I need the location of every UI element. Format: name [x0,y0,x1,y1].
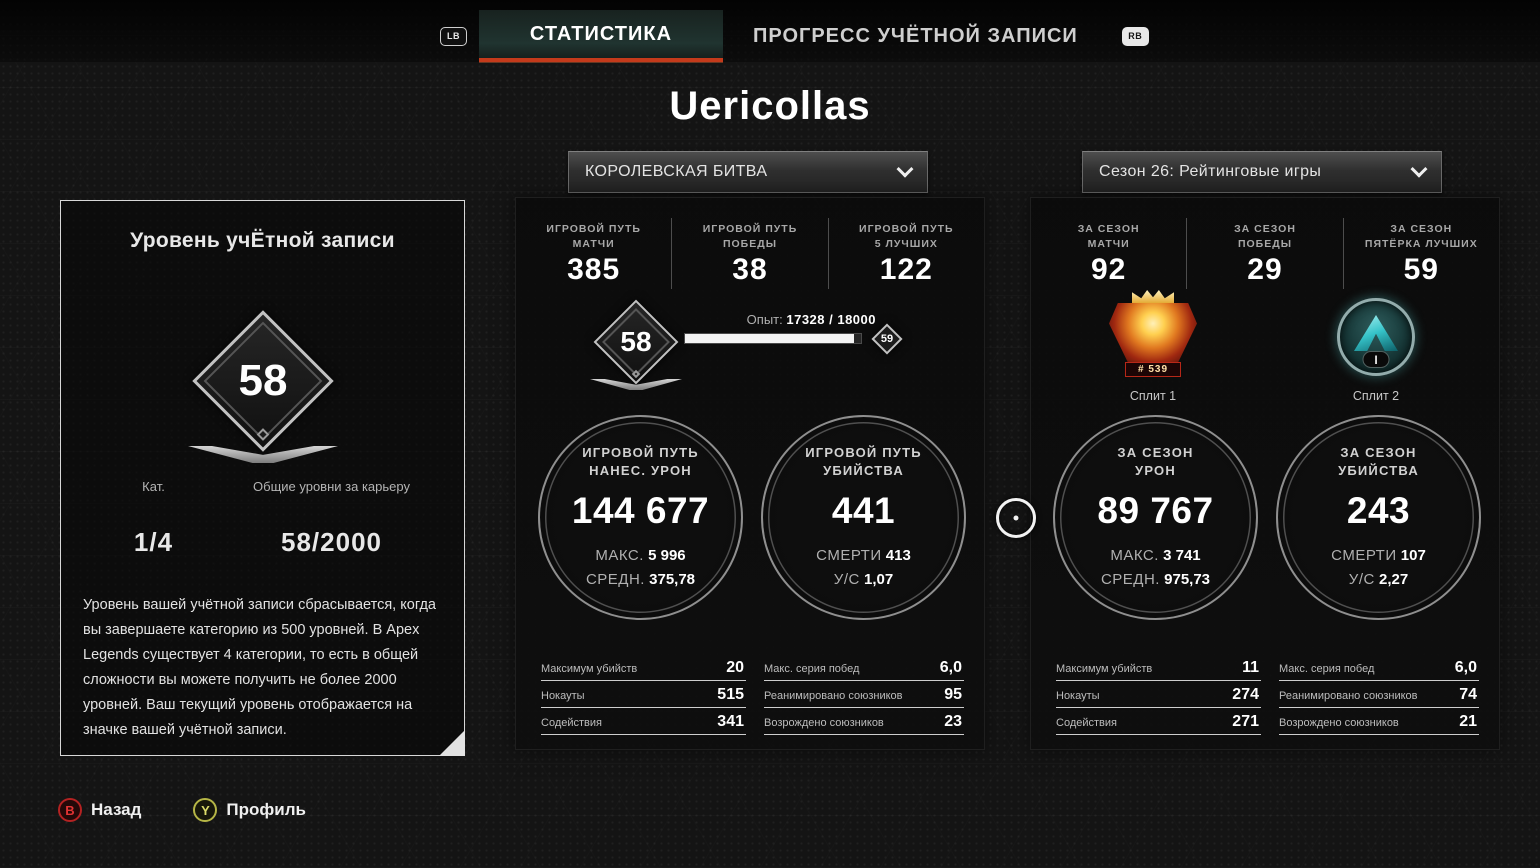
gamepad-y-button-icon: Y [193,798,218,822]
stat-row: Макс. серия побед 6,0 [1279,654,1479,681]
career-top-stats: ИГРОВОЙ ПУТЬ МАТЧИ 385 ИГРОВОЙ ПУТЬ ПОБЕДЫ… [516,218,984,290]
back-button-label: Назад [91,800,142,819]
current-level-badge-icon: 58 [586,294,686,390]
season-stats-panel: ЗА СЕЗОН МАТЧИ 92 ЗА СЕЗОН ПОБЕДЫ 29 ЗА СЕ… [1030,197,1500,750]
chevron-down-icon [896,160,914,178]
stat-row: Нокауты 274 [1056,681,1261,708]
profile-button-label: Профиль [226,800,306,819]
back-button[interactable]: B Назад [58,798,141,822]
stat-row: Возрождено союзников 23 [764,708,964,735]
top-tab-bar [0,0,1540,62]
tabs: LB СТАТИСТИКА ПРОГРЕСС УЧЁТНОЙ ЗАПИСИ RB [440,10,1149,62]
lb-shoulder-icon: LB [440,26,467,46]
predator-rank-number: # 539 [1124,362,1182,377]
gamepad-b-button-icon: B [58,798,82,822]
career-matches-stat: ИГРОВОЙ ПУТЬ МАТЧИ 385 [546,223,641,287]
account-level-badge-icon: 58 [178,301,348,463]
season-detail-stats-right: Макс. серия побед 6,0 Реанимировано союзн… [1279,654,1479,735]
season-top-stats: ЗА СЕЗОН МАТЧИ 92 ЗА СЕЗОН ПОБЕДЫ 29 ЗА СЕ… [1031,218,1499,290]
season-dropdown[interactable]: Сезон 26: Рейтинговые игры [1082,151,1442,193]
stat-row: Максимум убийств 20 [541,654,746,681]
stat-row: Максимум убийств 11 [1056,654,1261,681]
mode-dropdown[interactable]: КОРОЛЕВСКАЯ БИТВА [568,151,928,193]
career-kills-circle: ИГРОВОЙ ПУТЬ УБИЙСТВА 441 СМЕРТИ 413 У/С … [761,415,966,620]
split-1: # 539 Сплит 1 [1078,290,1228,403]
platinum-circle-icon: I [1337,298,1415,376]
account-level-description: Уровень вашей учётной записи сбрасываетс… [83,597,436,738]
platinum-emblem-icon [1354,315,1398,351]
split-2-label: Сплит 2 [1352,389,1400,403]
account-level-number: 58 [238,356,288,405]
category-value: 1/4 [133,527,174,557]
chevron-down-icon [1410,160,1428,178]
stat-row: Содействия 271 [1056,708,1261,735]
account-level-panel: Уровень учЁтной записи 58 Кат. 1/4 Общие… [60,200,465,756]
xp-progress-bar [684,333,862,344]
career-levels-value: 58/2000 [281,527,382,557]
career-top5-stat: ИГРОВОЙ ПУТЬ 5 ЛУЧШИХ 122 [827,218,984,290]
split-2: I Сплит 2 [1301,290,1451,403]
season-matches-stat: ЗА СЕЗОН МАТЧИ 92 [1077,223,1140,287]
category-label: Кат. [142,479,165,494]
season-detail-stats-left: Максимум убийств 11 Нокауты 274 Содействия… [1056,654,1261,735]
career-detail-stats-right: Макс. серия побед 6,0 Реанимировано союзн… [764,654,964,735]
tab-statistics[interactable]: СТАТИСТИКА [479,10,723,62]
account-panel-title: Уровень учЁтной записи [130,229,395,252]
stat-row: Реанимировано союзников 95 [764,681,964,708]
career-detail-stats-left: Максимум убийств 20 Нокауты 515 Содействия… [541,654,746,735]
profile-button[interactable]: Y Профиль [193,798,306,822]
mode-dropdown-value: КОРОЛЕВСКАЯ БИТВА [585,163,768,180]
season-damage-circle: ЗА СЕЗОН УРОН 89 767 МАКС. 3 741 СРЕДН. 9… [1053,415,1258,620]
season-wins-stat: ЗА СЕЗОН ПОБЕДЫ 29 [1186,218,1342,290]
stat-row: Нокауты 515 [541,681,746,708]
career-levels-label: Общие уровни за карьеру [253,479,410,494]
stat-row: Макс. серия побед 6,0 [764,654,964,681]
predator-shield-icon [1109,303,1197,367]
career-stats-panel: ИГРОВОЙ ПУТЬ МАТЧИ 385 ИГРОВОЙ ПУТЬ ПОБЕДЫ… [515,197,985,750]
stat-row: Возрождено союзников 21 [1279,708,1479,735]
player-name: Uericollas [669,84,871,128]
account-summary: Кат. 1/4 Общие уровни за карьеру 58/2000 [61,479,464,558]
platinum-badge-icon: I [1328,290,1424,386]
rb-shoulder-icon: RB [1121,26,1149,46]
split-1-label: Сплит 1 [1129,389,1177,403]
apex-predator-badge-icon: # 539 [1105,290,1201,386]
tab-statistics-label: СТАТИСТИКА [529,22,673,45]
season-dropdown-value: Сезон 26: Рейтинговые игры [1099,163,1322,180]
stat-row: Реанимировано союзников 74 [1279,681,1479,708]
next-level-badge-icon: 59 [870,322,904,356]
footer-button-hints: B Назад Y Профиль [58,798,306,822]
stat-row: Содействия 341 [541,708,746,735]
xp-bar-fill [685,334,854,343]
season-top5-stat: ЗА СЕЗОН ПЯТЁРКА ЛУЧШИХ 59 [1342,218,1499,290]
gamepad-cursor-reticle [996,498,1036,538]
tab-account-progress-label: ПРОГРЕСС УЧЁТНОЙ ЗАПИСИ [753,24,1078,47]
season-kills-circle: ЗА СЕЗОН УБИЙСТВА 243 СМЕРТИ 107 У/С 2,27 [1276,415,1481,620]
xp-progress-label: Опыт: 17328 / 18000 [746,312,876,327]
platinum-tier-number: I [1362,351,1390,368]
tab-account-progress[interactable]: ПРОГРЕСС УЧЁТНОЙ ЗАПИСИ [723,10,1108,62]
crown-icon [1132,290,1174,305]
career-wins-stat: ИГРОВОЙ ПУТЬ ПОБЕДЫ 38 [671,218,827,290]
career-damage-circle: ИГРОВОЙ ПУТЬ НАНЕС. УРОН 144 677 МАКС. 5 … [538,415,743,620]
